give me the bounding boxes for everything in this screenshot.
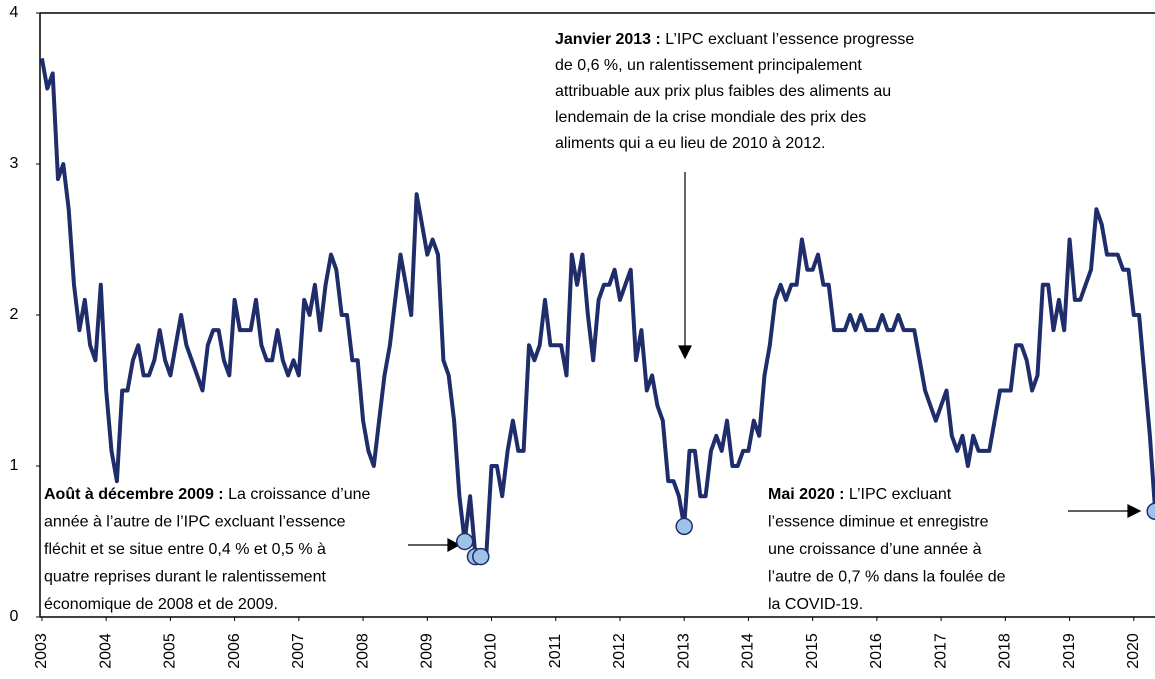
annotation-line: l’autre de 0,7 % dans la foulée de — [768, 569, 1006, 586]
annotation-text: année à l’autre de l’IPC excluant l’esse… — [44, 514, 346, 531]
highlight-point — [675, 517, 693, 536]
annotation-text: L’IPC excluant l’essence progresse — [661, 31, 915, 48]
y-tick-label: 0 — [10, 608, 19, 625]
x-tick-label: 2019 — [1061, 633, 1078, 669]
annotation-text: économique de 2008 et de 2009. — [44, 596, 278, 613]
annotation-bold: Janvier 2013 : — [555, 31, 661, 48]
annotation-bold: Mai 2020 : — [768, 486, 844, 503]
x-tick-label: 2017 — [932, 633, 949, 669]
annotation-line: l’essence diminue et enregistre — [768, 514, 989, 531]
x-tick-label: 2004 — [97, 633, 114, 669]
x-tick-label: 2008 — [354, 633, 371, 669]
annotation-line: une croissance d’une année à — [768, 541, 982, 558]
x-tick-label: 2011 — [547, 634, 564, 669]
x-tick-label: 2003 — [33, 633, 50, 669]
x-tick-label: 2005 — [162, 633, 179, 669]
annotation-text: fléchit et se situe entre 0,4 % et 0,5 %… — [44, 541, 326, 558]
x-tick-label: 2015 — [804, 633, 821, 669]
annotation-line: fléchit et se situe entre 0,4 % et 0,5 %… — [44, 541, 326, 558]
x-tick-label: 2013 — [675, 633, 692, 669]
annotation-line: Août à décembre 2009 : La croissance d’u… — [44, 486, 370, 503]
arrows — [408, 172, 1142, 553]
annotation-text: L’IPC excluant — [844, 486, 951, 503]
highlight-point — [472, 547, 490, 566]
annotation-line: économique de 2008 et de 2009. — [44, 596, 278, 613]
x-tick-label: 2006 — [226, 633, 243, 669]
annotation-line: Janvier 2013 : L’IPC excluant l’essence … — [555, 31, 914, 48]
x-tick-label: 2016 — [868, 633, 885, 669]
annotation-line: la COVID-19. — [768, 596, 863, 613]
annotation-text: attribuable aux prix plus faibles des al… — [555, 83, 891, 100]
y-tick-label: 4 — [10, 4, 19, 21]
x-tick-label: 2020 — [1125, 633, 1142, 669]
annotation-text: l’autre de 0,7 % dans la foulée de — [768, 569, 1006, 586]
highlight-point — [1146, 502, 1155, 521]
y-tick-label: 1 — [10, 457, 19, 474]
annotation-text: une croissance d’une année à — [768, 541, 982, 558]
annotation: Août à décembre 2009 : La croissance d’u… — [44, 486, 370, 613]
annotation-text: de 0,6 %, un ralentissement principaleme… — [555, 57, 862, 74]
annotation-text: aliments qui a eu lieu de 2010 à 2012. — [555, 135, 825, 152]
annotation-text: lendemain de la crise mondiale des prix … — [555, 109, 866, 126]
x-tick-label: 2012 — [611, 633, 628, 669]
annotation-line: quatre reprises durant le ralentissement — [44, 569, 326, 586]
annotation-line: Mai 2020 : L’IPC excluant — [768, 486, 952, 503]
x-tick-label: 2018 — [997, 633, 1014, 669]
x-tick-label: 2014 — [740, 633, 757, 669]
annotation-line: attribuable aux prix plus faibles des al… — [555, 83, 891, 100]
y-tick-label: 2 — [10, 306, 19, 323]
x-tick-label: 2009 — [419, 633, 436, 669]
annotation-line: aliments qui a eu lieu de 2010 à 2012. — [555, 135, 825, 152]
annotation-line: lendemain de la crise mondiale des prix … — [555, 109, 866, 126]
x-tick-label: 2007 — [290, 633, 307, 669]
highlight-point — [455, 532, 474, 551]
data-line — [39, 57, 1155, 559]
y-tick-label: 3 — [10, 155, 19, 172]
annotation-line: année à l’autre de l’IPC excluant l’esse… — [44, 514, 346, 531]
annotation: Mai 2020 : L’IPC excluant l’essence dimin… — [768, 486, 1006, 613]
annotation-text: La croissance d’une — [224, 486, 371, 503]
annotation-line: de 0,6 %, un ralentissement principaleme… — [555, 57, 862, 74]
annotation-text: l’essence diminue et enregistre — [768, 514, 989, 531]
annotation: Janvier 2013 : L’IPC excluant l’essence … — [555, 31, 914, 152]
x-tick-label: 2010 — [483, 633, 500, 669]
annotation-bold: Août à décembre 2009 : — [44, 486, 224, 503]
annotation-text: quatre reprises durant le ralentissement — [44, 569, 326, 586]
annotation-text: la COVID-19. — [768, 596, 863, 613]
